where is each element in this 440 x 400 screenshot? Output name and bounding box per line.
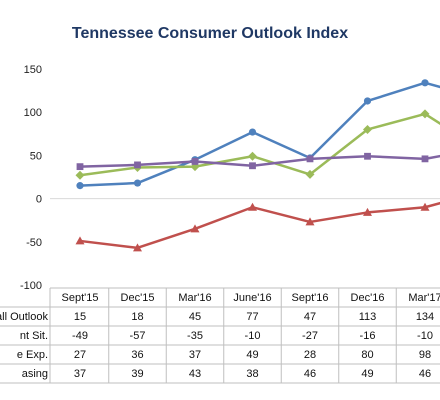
- data-point: [76, 163, 84, 171]
- x-tick-label: Dec'15: [121, 292, 155, 304]
- data-point: [75, 170, 85, 180]
- series-0: [76, 79, 440, 190]
- table-cell: 47: [304, 311, 316, 323]
- series-group: [75, 79, 440, 252]
- table-cell: 134: [416, 311, 434, 323]
- series-1: [75, 201, 440, 252]
- y-tick-label: 0: [36, 194, 42, 206]
- data-point: [133, 179, 142, 187]
- table-cell: 80: [361, 349, 373, 361]
- chart-title: Tennessee Consumer Outlook Index: [72, 25, 348, 42]
- table-cell: -49: [72, 330, 88, 342]
- data-point: [134, 161, 141, 169]
- data-point: [421, 79, 429, 87]
- table-cell: 37: [189, 349, 201, 361]
- data-point: [363, 207, 372, 216]
- y-tick-label: -50: [26, 237, 42, 249]
- table-cell: -10: [245, 330, 261, 342]
- data-point: [420, 109, 430, 119]
- table-cell: 39: [131, 368, 143, 380]
- x-tick-label: Dec'16: [351, 292, 385, 304]
- data-point: [420, 202, 430, 211]
- table-cell: -10: [417, 330, 433, 342]
- table-cell: -27: [302, 330, 318, 342]
- table-cell: 45: [189, 311, 201, 323]
- data-point: [421, 155, 429, 163]
- legend-label: all Outlook: [0, 311, 48, 323]
- y-tick-label: 100: [24, 107, 42, 119]
- x-tick-label: Mar'16: [178, 292, 211, 304]
- table-cell: 46: [304, 368, 316, 380]
- data-point: [363, 124, 372, 134]
- table-cell: 113: [359, 311, 377, 323]
- data-point: [306, 155, 314, 163]
- table-cell: 38: [246, 368, 258, 380]
- x-tick-label: Sept'16: [292, 292, 329, 304]
- x-tick-label: Mar'17: [408, 292, 440, 304]
- legend-label: asing: [22, 368, 48, 380]
- series-line: [79, 112, 440, 177]
- series-2: [75, 109, 440, 180]
- legend-label: nt Sit.: [20, 330, 48, 342]
- series-line: [79, 154, 440, 168]
- data-point: [305, 217, 315, 226]
- y-tick-label: 50: [30, 150, 42, 162]
- y-axis-ticks: 150 100 50 0 -50 -100: [20, 64, 42, 292]
- data-point: [305, 169, 315, 179]
- table-cell: 98: [419, 349, 431, 361]
- series-line: [79, 81, 440, 187]
- table-cell: 28: [304, 349, 316, 361]
- series-3: [76, 152, 440, 171]
- table-cell: 49: [361, 368, 373, 380]
- y-tick-label: -100: [20, 280, 42, 292]
- data-point: [76, 182, 84, 190]
- data-table: Sept'15 Dec'15 Mar'16 June'16 Sept'16 Dec'16 M…: [0, 287, 440, 384]
- data-point: [249, 162, 256, 170]
- table-cell: 18: [131, 311, 143, 323]
- legend-label: e Exp.: [17, 349, 48, 361]
- table-cell: 49: [246, 349, 258, 361]
- data-point: [248, 202, 257, 211]
- x-tick-label: June'16: [233, 292, 271, 304]
- data-point: [191, 158, 199, 165]
- data-point: [363, 97, 372, 105]
- data-point: [248, 151, 257, 161]
- table-cell: -16: [360, 330, 376, 342]
- data-point: [364, 152, 371, 160]
- data-point: [75, 236, 85, 245]
- table-cell: -35: [187, 330, 203, 342]
- table-cell: 43: [189, 368, 201, 380]
- data-point: [133, 243, 142, 252]
- table-cell: 36: [131, 349, 143, 361]
- series-line: [79, 201, 440, 250]
- table-cell: 46: [419, 368, 431, 380]
- x-tick-label: Sept'15: [62, 292, 99, 304]
- table-cell: -57: [130, 330, 146, 342]
- table-cell: 37: [74, 368, 86, 380]
- data-point: [190, 224, 200, 233]
- table-cell: 15: [74, 311, 86, 323]
- data-point: [248, 128, 257, 136]
- y-tick-label: 150: [24, 64, 42, 76]
- table-cell: 77: [246, 311, 258, 323]
- table-cell: 27: [74, 349, 86, 361]
